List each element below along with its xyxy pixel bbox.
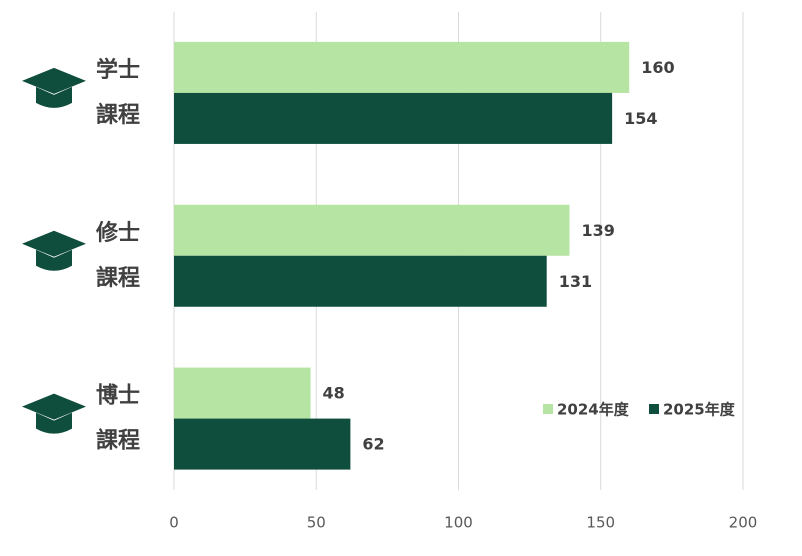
- x-tick-label: 50: [307, 514, 326, 532]
- cap-icon: [22, 393, 86, 420]
- value-label: 139: [581, 221, 614, 240]
- legend-label: 2024年度: [557, 401, 630, 419]
- bar: [174, 255, 547, 307]
- x-tick-label: 100: [444, 514, 473, 532]
- x-tick-label: 200: [729, 514, 758, 532]
- bar: [174, 92, 613, 144]
- x-tick-label: 150: [586, 514, 615, 532]
- category-label: 博士: [96, 383, 140, 409]
- value-label: 48: [323, 384, 345, 403]
- legend-swatch: [543, 404, 553, 414]
- value-label: 131: [559, 272, 592, 291]
- cap-icon: [36, 249, 72, 271]
- category-label: 修士: [95, 220, 140, 246]
- value-label: 62: [362, 435, 384, 454]
- cap-icon: [36, 412, 72, 434]
- cap-icon: [22, 67, 86, 94]
- cap-icon: [22, 230, 86, 257]
- category-label: 課程: [96, 428, 140, 454]
- x-tick-label: 0: [169, 514, 179, 532]
- value-label: 154: [624, 109, 657, 128]
- legend-label: 2025年度: [663, 401, 736, 419]
- bar: [174, 204, 570, 256]
- bar: [174, 418, 351, 470]
- category-label: 課程: [96, 265, 140, 291]
- cap-icon: [36, 86, 72, 108]
- icons: [22, 67, 86, 434]
- value-label: 160: [641, 58, 674, 77]
- bar: [174, 41, 630, 93]
- legend-swatch: [649, 404, 659, 414]
- category-label: 課程: [96, 102, 140, 128]
- bar: [174, 367, 311, 419]
- category-label: 学士: [96, 57, 140, 83]
